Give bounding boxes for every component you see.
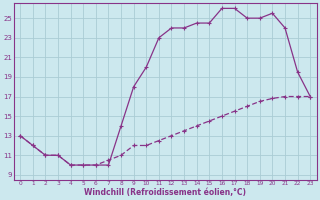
X-axis label: Windchill (Refroidissement éolien,°C): Windchill (Refroidissement éolien,°C) xyxy=(84,188,246,197)
